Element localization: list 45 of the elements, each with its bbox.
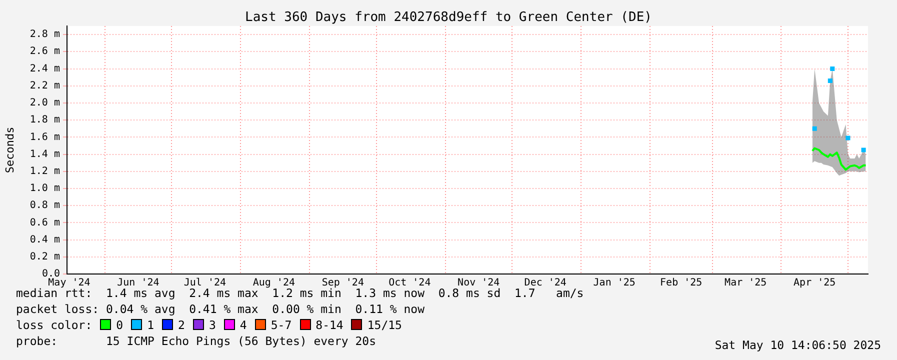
- y-axis-title: Seconds: [3, 126, 16, 174]
- point: [828, 78, 832, 83]
- legend-label: 5-7: [270, 318, 292, 332]
- x-tick-label: Dec '24: [524, 278, 566, 289]
- x-tick-label: May '24: [48, 278, 90, 289]
- y-tick-label: 0.8 m: [30, 200, 60, 212]
- legend-label: 2: [178, 318, 185, 332]
- text: Sat May 10 14:06:50 2025: [714, 338, 881, 352]
- chart-title: Last 360 Days from 2402768d9eff to Green Center (DE): [244, 10, 653, 25]
- x-tick-label: Sep '24: [322, 278, 364, 289]
- y-tick-label: 0.2 m: [30, 251, 60, 262]
- x-tick-label: Jan '25: [593, 278, 636, 289]
- y-tick-label: 1.0 m: [30, 183, 60, 194]
- legend-label: 0: [116, 318, 124, 332]
- legend-label: 1: [147, 318, 154, 332]
- legend-label: 15/15: [367, 318, 402, 332]
- text: loss color:: [16, 318, 92, 332]
- x-tick-label: Feb '25: [660, 278, 702, 289]
- y-tick-label: 1.4 m: [30, 148, 60, 160]
- point: [846, 136, 850, 140]
- x-tick-label: Mar '25: [724, 278, 767, 289]
- point: [830, 66, 835, 72]
- legend-label: 8-14: [316, 318, 344, 332]
- y-tick-label: 0.4 m: [30, 234, 60, 246]
- y-tick-label: 1.6 m: [30, 132, 60, 143]
- x-tick-label: Jul '24: [184, 278, 226, 289]
- x-tick-label: Aug '24: [252, 278, 296, 289]
- x-tick-label: Oct '24: [388, 278, 431, 289]
- y-tick-label: 2.4 m: [30, 63, 60, 74]
- y-tick-label: 1.8 m: [30, 114, 60, 126]
- legend-label: 3: [208, 318, 216, 332]
- point: [812, 126, 817, 131]
- y-tick-label: 2.8 m: [30, 29, 60, 40]
- point: [861, 148, 866, 152]
- x-tick-label: Nov '24: [458, 278, 500, 289]
- x-tick-label: Jun '24: [117, 278, 160, 289]
- y-tick-label: 2.6 m: [30, 46, 60, 58]
- x-tick-label: Apr '25: [794, 278, 836, 289]
- legend-label: 4: [240, 318, 247, 332]
- y-tick-label: 2.0 m: [30, 98, 60, 109]
- y-tick-label: 0.6 m: [30, 217, 60, 228]
- text: packet loss: 0.04 % avg 0.41 % max 0.00 % min 0.11 % now: [16, 302, 424, 316]
- y-tick-label: 1.2 m: [30, 166, 60, 177]
- y-tick-label: 2.2 m: [30, 80, 60, 92]
- text: probe: 15 ICMP Echo Pings (56 Bytes) every 20s: [16, 334, 376, 348]
